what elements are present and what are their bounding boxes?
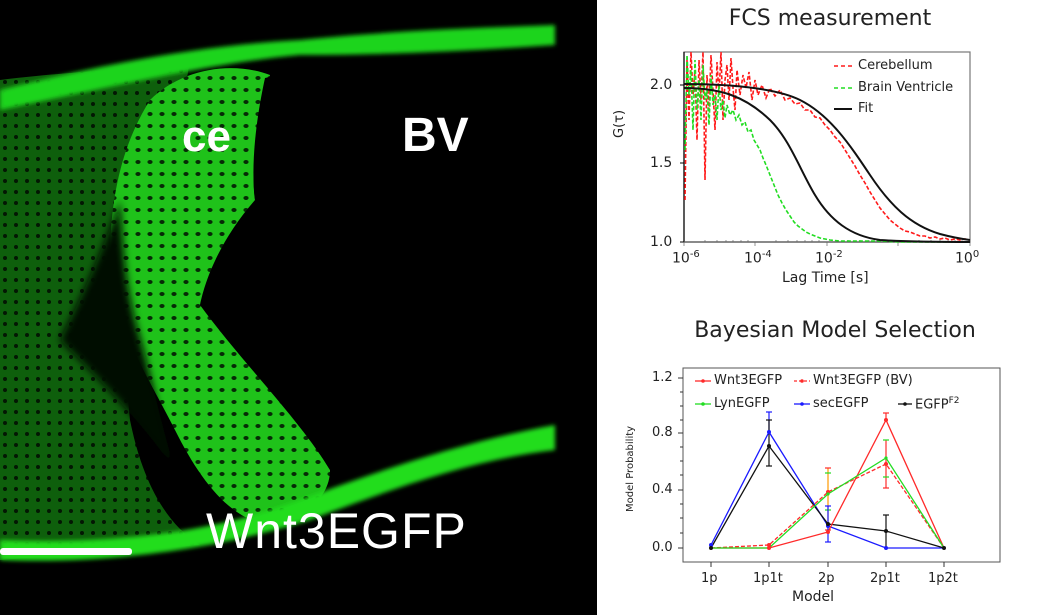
bms-legend-secegfp: secEGFP: [813, 396, 869, 411]
fcs-ytick: 1.5: [650, 155, 673, 171]
bms-ytick: 0.0: [652, 540, 673, 555]
label-construct: Wnt3EGFP: [206, 503, 467, 559]
fcs-chart-title: FCS measurement: [728, 6, 932, 31]
bms-legend-egfp-f2: EGFPF2: [915, 396, 960, 413]
fcs-ytick: 2.0: [650, 77, 673, 93]
label-brain-ventricle: BV: [402, 109, 469, 162]
fcs-legend: [834, 65, 852, 110]
bms-chart-title: Bayesian Model Selection: [694, 318, 976, 343]
bms-ytick: 1.2: [652, 370, 673, 385]
microscopy-image: ce BV Wnt3EGFP: [0, 0, 597, 615]
bms-xtick: 1p1t: [753, 571, 783, 586]
fcs-xlabel: Lag Time [s]: [782, 270, 869, 286]
fluorescence-image: [0, 25, 555, 561]
scale-bar: [0, 548, 132, 555]
bms-ytick: 0.4: [652, 482, 673, 497]
fcs-xtick: 10-2: [815, 249, 843, 267]
bms-ytick: 0.8: [652, 425, 673, 440]
bms-xtick: 2p1t: [870, 571, 900, 586]
fcs-legend-fit: Fit: [858, 101, 874, 116]
bms-ylabel: Model Probability: [625, 425, 636, 512]
bms-xtick: 2p: [818, 571, 835, 586]
bms-xlabel: Model: [792, 589, 835, 605]
fcs-xtick: 10-6: [672, 249, 700, 267]
bms-legend: [695, 379, 912, 406]
fcs-xtick: 100: [955, 249, 980, 267]
fcs-legend-cerebellum: Cerebellum: [858, 58, 933, 73]
bms-xtick: 1p: [701, 571, 718, 586]
fcs-xtick: 10-4: [744, 249, 772, 267]
bms-legend-wnt3egfp: Wnt3EGFP: [714, 373, 783, 388]
bms-legend-wnt3egfp-bv: Wnt3EGFP (BV): [813, 373, 913, 388]
bms-xtick: 1p2t: [928, 571, 958, 586]
fcs-ytick: 1.0: [650, 234, 673, 250]
bms-legend-lynegfp: LynEGFP: [714, 396, 770, 411]
fcs-legend-brain-ventricle: Brain Ventricle: [858, 80, 954, 95]
label-cerebellum: ce: [182, 112, 231, 161]
